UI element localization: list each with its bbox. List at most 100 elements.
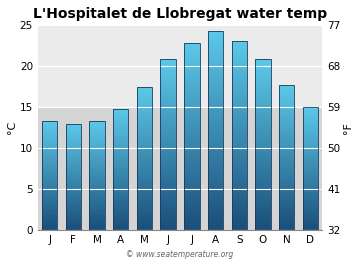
Bar	[161, 126, 176, 128]
Bar	[303, 132, 318, 133]
Bar	[208, 41, 223, 44]
Bar	[89, 214, 105, 215]
Bar	[279, 130, 294, 132]
Bar	[161, 60, 176, 62]
Bar	[184, 106, 199, 109]
Bar	[42, 206, 57, 207]
Bar	[279, 141, 294, 143]
Bar	[255, 218, 271, 220]
Bar	[89, 165, 105, 166]
Bar	[279, 218, 294, 219]
Bar	[184, 146, 199, 148]
Bar	[231, 185, 247, 188]
Bar	[42, 133, 57, 135]
Bar	[137, 179, 152, 180]
Bar	[161, 162, 176, 164]
Bar	[161, 190, 176, 192]
Bar	[184, 226, 199, 228]
Bar	[161, 79, 176, 81]
Bar	[231, 86, 247, 88]
Bar	[137, 109, 152, 110]
Bar	[279, 145, 294, 147]
Bar	[279, 101, 294, 103]
Bar	[303, 167, 318, 169]
Bar	[231, 192, 247, 195]
Bar	[113, 202, 129, 203]
Bar	[279, 179, 294, 181]
Bar	[42, 173, 57, 174]
Bar	[137, 138, 152, 139]
Bar	[161, 224, 176, 226]
Bar	[208, 223, 223, 225]
Bar	[42, 198, 57, 199]
Bar	[66, 150, 81, 152]
Bar	[137, 218, 152, 220]
Bar	[303, 164, 318, 166]
Bar	[279, 221, 294, 223]
Bar	[137, 153, 152, 155]
Bar	[137, 134, 152, 136]
Bar	[137, 164, 152, 166]
Bar	[66, 204, 81, 205]
Bar	[303, 195, 318, 197]
Bar	[279, 165, 294, 167]
Bar	[137, 130, 152, 132]
Bar	[113, 189, 129, 191]
Bar	[208, 51, 223, 54]
Bar	[255, 220, 271, 222]
Bar	[89, 139, 105, 140]
Bar	[161, 171, 176, 173]
Bar	[66, 152, 81, 153]
Bar	[231, 133, 247, 135]
Bar	[303, 209, 318, 210]
Bar	[89, 131, 105, 132]
Bar	[279, 198, 294, 199]
Bar	[89, 188, 105, 189]
Bar	[42, 196, 57, 198]
Bar	[89, 159, 105, 161]
Bar	[137, 93, 152, 95]
Bar	[231, 88, 247, 90]
Bar	[303, 158, 318, 159]
Bar	[279, 127, 294, 128]
Bar	[184, 57, 199, 59]
Bar	[161, 85, 176, 87]
Bar	[66, 144, 81, 145]
Bar	[184, 134, 199, 137]
Bar	[66, 132, 81, 133]
Bar	[279, 134, 294, 136]
Bar	[184, 87, 199, 90]
Bar	[66, 214, 81, 216]
Bar	[137, 157, 152, 159]
Bar	[255, 177, 271, 179]
Bar	[113, 109, 129, 230]
Bar	[255, 216, 271, 218]
Bar	[279, 187, 294, 188]
Bar	[255, 149, 271, 151]
Bar	[137, 222, 152, 223]
Bar	[231, 45, 247, 48]
Bar	[303, 147, 318, 149]
Bar	[113, 128, 129, 130]
Bar	[184, 48, 199, 50]
Bar	[89, 143, 105, 144]
Bar	[161, 111, 176, 113]
Bar	[66, 153, 81, 154]
Bar	[279, 188, 294, 190]
Bar	[303, 203, 318, 204]
Bar	[161, 222, 176, 224]
Bar	[113, 144, 129, 145]
Bar	[255, 141, 271, 143]
Bar	[66, 205, 81, 206]
Bar	[184, 148, 199, 151]
Bar	[89, 122, 105, 124]
Bar	[303, 122, 318, 124]
Bar	[279, 205, 294, 207]
Bar	[137, 98, 152, 100]
Bar	[303, 166, 318, 167]
Bar	[279, 181, 294, 183]
Bar	[279, 212, 294, 214]
Bar	[137, 187, 152, 189]
Bar	[279, 152, 294, 154]
Bar	[42, 210, 57, 211]
